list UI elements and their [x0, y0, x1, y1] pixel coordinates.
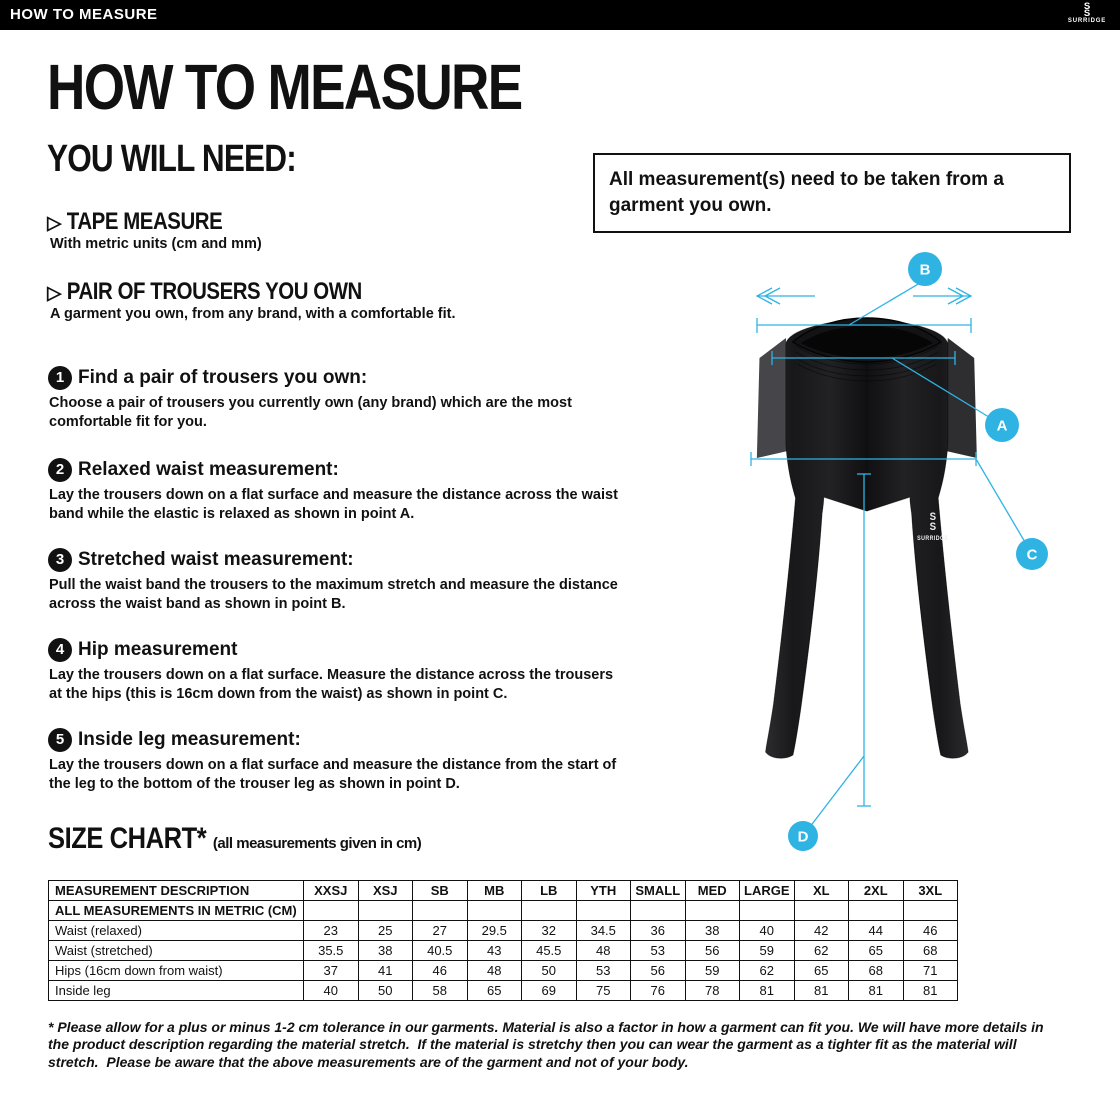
svg-text:S: S: [930, 522, 937, 534]
svg-text:SURRIDGE: SURRIDGE: [917, 536, 948, 542]
